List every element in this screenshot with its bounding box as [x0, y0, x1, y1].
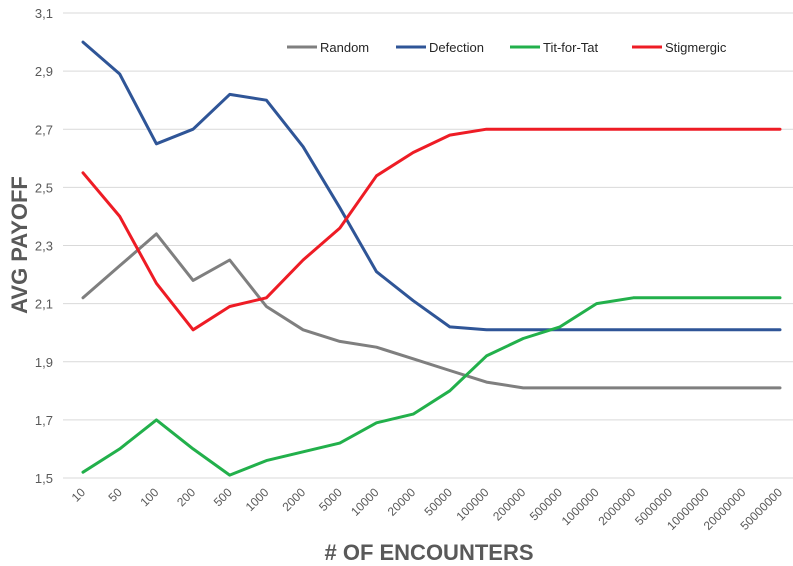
- legend: Random Defection Tit-for-Tat Stigmergic: [287, 40, 727, 55]
- x-tick-label: 1000000: [559, 485, 602, 528]
- x-tick-label: 100000: [453, 485, 491, 523]
- y-tick-label: 1,5: [35, 471, 53, 486]
- series-line-defection: [81, 40, 782, 332]
- gridlines: [63, 12, 793, 479]
- x-axis-title: # OF ENCOUNTERS: [324, 540, 533, 565]
- x-tick-label: 200000: [490, 485, 528, 523]
- x-tick-label: 200: [174, 485, 198, 509]
- x-tick-label: 20000: [385, 485, 419, 519]
- legend-label: Tit-for-Tat: [543, 40, 599, 55]
- legend-label: Stigmergic: [665, 40, 727, 55]
- x-tick-label: 50: [105, 485, 125, 505]
- legend-label: Random: [320, 40, 369, 55]
- x-tick-label: 2000000: [595, 485, 638, 528]
- y-tick-label: 2,3: [35, 239, 53, 254]
- x-tick-label: 2000: [279, 485, 308, 514]
- x-axis-ticks: 10 50 100 200 500 1000 2000 5000 10000 20000 50000…: [69, 485, 786, 533]
- legend-label: Defection: [429, 40, 484, 55]
- y-axis-title: AVG PAYOFF: [7, 176, 32, 314]
- y-tick-label: 1,7: [35, 413, 53, 428]
- series-line-random: [81, 232, 782, 390]
- y-axis-ticks: 1,5 1,7 1,9 2,1 2,3 2,5 2,7 2,9 3,1: [35, 6, 53, 486]
- x-tick-label: 500: [211, 485, 235, 509]
- x-tick-label: 10000: [348, 485, 382, 519]
- y-tick-label: 2,1: [35, 297, 53, 312]
- y-tick-label: 2,5: [35, 180, 53, 195]
- x-tick-label: 50000: [421, 485, 455, 519]
- x-tick-label: 1000: [243, 485, 272, 514]
- y-tick-label: 2,9: [35, 64, 53, 79]
- series-line-stigmergic: [81, 127, 782, 332]
- x-tick-label: 100: [137, 485, 161, 509]
- series-lines: [81, 40, 782, 477]
- y-tick-label: 1,9: [35, 355, 53, 370]
- y-tick-label: 3,1: [35, 6, 53, 21]
- x-tick-label: 5000: [316, 485, 345, 514]
- y-tick-label: 2,7: [35, 122, 53, 137]
- x-tick-label: 10: [69, 485, 89, 505]
- series-line-tit-for-tat: [81, 296, 782, 477]
